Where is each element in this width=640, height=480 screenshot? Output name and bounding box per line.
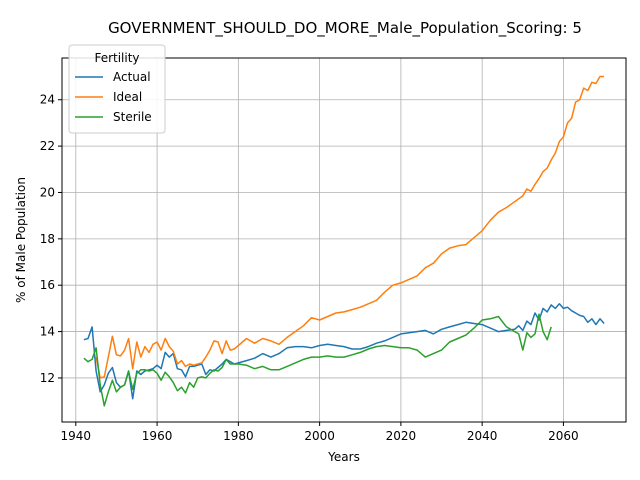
y-tick-label: 20	[40, 185, 55, 199]
x-tick-label: 2000	[304, 429, 335, 443]
plot-frame	[61, 57, 627, 423]
y-tick-label: 16	[40, 278, 55, 292]
x-tick-label: 2020	[386, 429, 417, 443]
y-axis-label: % of Male Population	[14, 177, 28, 303]
y-tick-label: 22	[40, 139, 55, 153]
x-axis: 1940 1960 1980 2000 2020 2040 2060	[61, 422, 579, 443]
y-tick-label: 12	[40, 371, 55, 385]
y-tick-label: 18	[40, 232, 55, 246]
chart-title: GOVERNMENT_SHOULD_DO_MORE_Male_Populatio…	[108, 19, 582, 38]
x-tick-label: 2060	[548, 429, 579, 443]
x-tick-label: 1980	[223, 429, 254, 443]
y-axis: 12 14 16 18 20 22 24	[40, 93, 62, 385]
x-axis-label: Years	[327, 450, 360, 464]
series-line-ideal	[95, 75, 605, 379]
x-tick-label: 1940	[61, 429, 92, 443]
legend-label-sterile: Sterile	[113, 110, 152, 124]
x-tick-label: 1960	[142, 429, 173, 443]
legend: Fertility Actual Ideal Sterile	[68, 44, 166, 134]
legend-title: Fertility	[94, 51, 139, 65]
legend-label-ideal: Ideal	[113, 90, 142, 104]
y-tick-label: 24	[40, 93, 55, 107]
y-tick-label: 14	[40, 325, 55, 339]
x-tick-label: 2040	[467, 429, 498, 443]
series-line-sterile	[83, 313, 552, 407]
legend-box	[68, 44, 166, 134]
series-layer	[83, 75, 605, 407]
legend-label-actual: Actual	[113, 70, 151, 84]
grid	[62, 58, 626, 422]
